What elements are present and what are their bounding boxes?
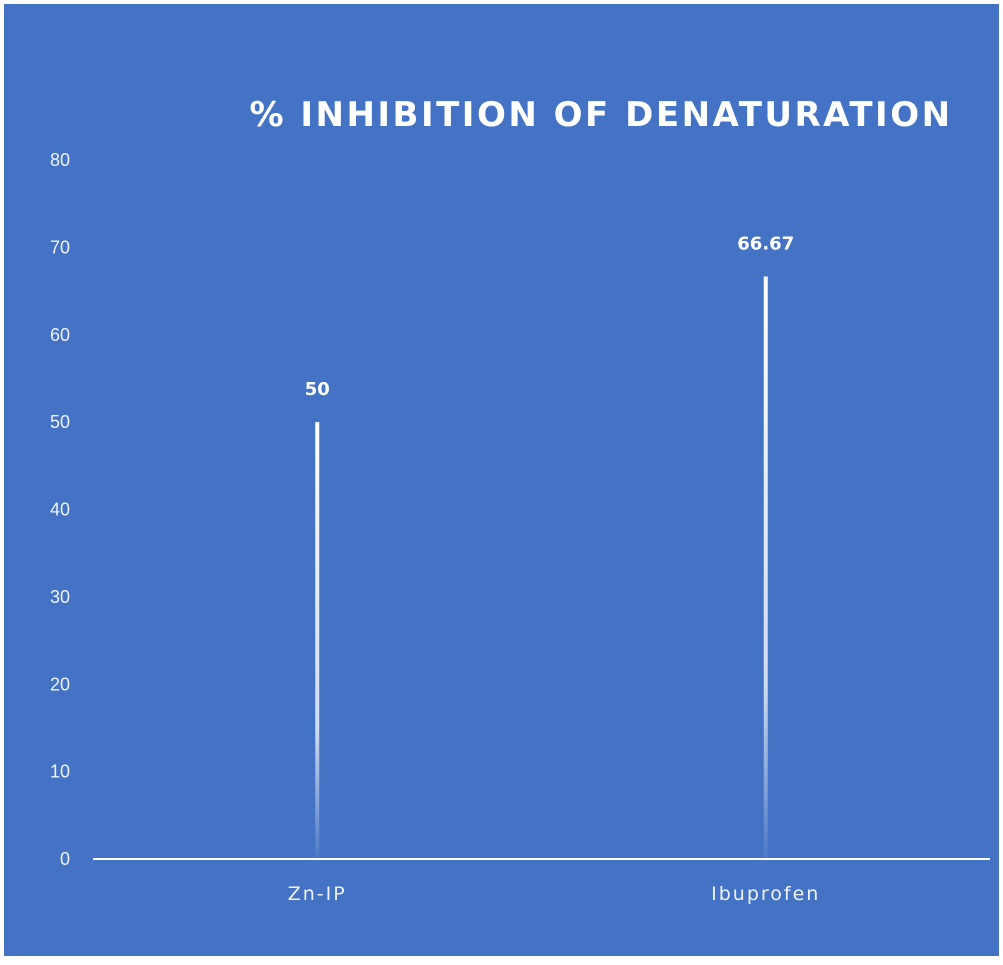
data-label: 50 — [305, 379, 330, 400]
y-axis-ticks: 0 10 20 30 40 50 60 70 80 — [50, 150, 70, 869]
y-tick-label: 40 — [50, 500, 70, 520]
y-tick-label: 70 — [50, 237, 70, 257]
y-tick-label: 80 — [50, 150, 70, 170]
bar-ibuprofen — [763, 276, 768, 859]
y-tick-label: 50 — [50, 412, 70, 432]
chart-title: % INHIBITION OF DENATURATION — [249, 95, 952, 135]
y-tick-label: 30 — [50, 587, 70, 607]
bar-zn-ip — [315, 422, 320, 859]
y-tick-label: 0 — [60, 849, 70, 869]
y-tick-label: 10 — [50, 762, 70, 782]
bars-group — [315, 276, 768, 859]
x-axis-ticks: Zn-IP Ibuprofen — [288, 883, 820, 905]
y-tick-label: 20 — [50, 674, 70, 694]
x-tick-label: Zn-IP — [288, 883, 347, 905]
y-tick-label: 60 — [50, 325, 70, 345]
data-labels-group: 50 66.67 — [305, 233, 795, 400]
x-tick-label: Ibuprofen — [711, 883, 820, 905]
data-label: 66.67 — [737, 233, 794, 254]
